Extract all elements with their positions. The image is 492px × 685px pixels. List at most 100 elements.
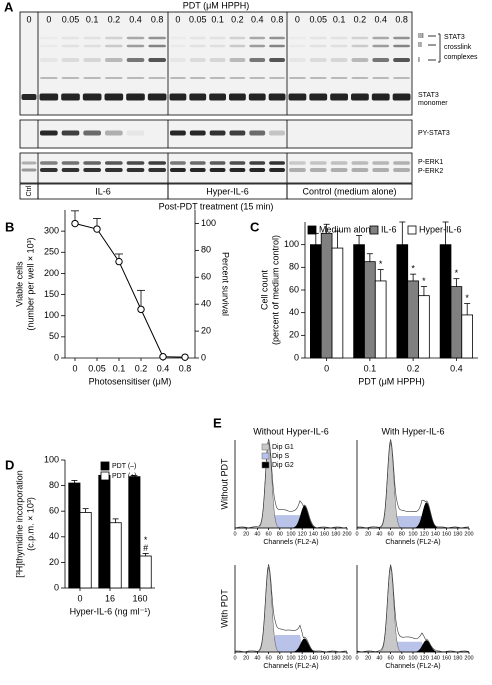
hist-x-tick-label: 20 — [365, 655, 371, 661]
hist-x-tick-label: 100 — [408, 655, 417, 661]
lane-label: 0.4 — [129, 14, 142, 24]
legend-swatch — [369, 225, 379, 235]
bar — [450, 286, 463, 359]
hist-x-tick-label: 120 — [420, 531, 429, 537]
blot-band — [249, 130, 266, 136]
ctrl-label: Ctrl — [26, 185, 33, 196]
blot-band — [61, 58, 80, 62]
bar — [79, 512, 92, 589]
x-tick-label: 0.1 — [113, 363, 126, 373]
blot-band — [209, 93, 226, 101]
complex-text: complexes — [444, 54, 478, 61]
hist-x-tick-label: 80 — [277, 531, 283, 537]
legend-label: PDT (–) — [112, 463, 136, 470]
monomer-label: monomer — [418, 100, 448, 107]
blot-band — [393, 161, 410, 165]
blot-band — [126, 77, 145, 79]
blot-band — [289, 37, 306, 40]
lane-label: 0 — [295, 14, 300, 24]
y2-tick-label: 0 — [201, 352, 206, 362]
blot-band — [229, 44, 246, 48]
blot-band — [309, 36, 327, 40]
blot-band — [269, 44, 285, 48]
blot-band — [105, 161, 123, 165]
hist-x-tick-label: 40 — [254, 531, 260, 537]
blot-band — [393, 168, 410, 172]
column-title: Without Hyper-IL-6 — [253, 426, 329, 436]
y-tick-label: 150 — [44, 289, 59, 299]
blot-band — [126, 168, 145, 172]
blot-band — [189, 168, 206, 172]
lane-label: 0.2 — [231, 14, 244, 24]
blot-band — [189, 44, 206, 48]
hist-outline — [356, 439, 470, 529]
y-tick-label: 250 — [44, 247, 59, 257]
blot-band — [229, 58, 246, 62]
y-tick-label: 0 — [54, 582, 59, 592]
blot-band — [126, 161, 145, 165]
hist-x-tick-label: 100 — [286, 655, 295, 661]
erk-label: P-ERK2 — [418, 168, 443, 175]
blot-band — [40, 45, 58, 48]
blot-band — [83, 168, 101, 172]
significance-marker: * — [411, 264, 415, 274]
blot-band — [105, 36, 123, 40]
legend-swatch — [261, 461, 270, 469]
bar — [139, 555, 152, 589]
blot-band — [330, 44, 348, 48]
significance-marker: * — [455, 268, 459, 278]
legend-label: Medium alone — [319, 224, 376, 234]
y-tick-label: 100 — [44, 310, 59, 320]
y2-tick-label: 60 — [201, 272, 211, 282]
blot-band — [209, 161, 226, 165]
blot-band — [289, 58, 306, 62]
x-axis-title: PDT (μM HPPH) — [358, 376, 425, 386]
blot-band — [209, 168, 226, 172]
blot-band — [126, 93, 145, 101]
blot-band — [126, 58, 145, 62]
data-point — [71, 219, 79, 228]
legend-label: Dip S — [272, 453, 289, 460]
bar — [461, 314, 473, 359]
y-tick-label: 20 — [289, 330, 299, 340]
y-axis-title: Cell count — [259, 269, 269, 310]
y-tick-label: 60 — [289, 284, 299, 294]
y2-tick-label: 40 — [201, 299, 211, 309]
x-tick-label: 0 — [72, 363, 77, 373]
bar — [128, 476, 141, 589]
legend-swatch — [100, 471, 110, 481]
legend-label: PDT (+) — [112, 473, 137, 480]
row-title: Without PDT — [219, 458, 229, 510]
blot-band — [169, 93, 187, 101]
y2-axis-title: Percent survival — [221, 252, 231, 316]
x-tick-label: 0.2 — [135, 363, 148, 373]
y2-tick-label: 20 — [201, 325, 211, 335]
x-tick-label: 0.8 — [179, 363, 192, 373]
blot-band — [126, 44, 145, 48]
blot-band — [289, 45, 306, 48]
panel-letter: C — [250, 219, 260, 234]
blot-band — [309, 77, 327, 79]
hist-x-tick-label: 40 — [376, 655, 382, 661]
hist-x-tick-label: 180 — [331, 655, 340, 661]
blot-band — [40, 37, 58, 40]
lane-label: 0.8 — [271, 14, 284, 24]
bar — [68, 482, 81, 589]
blot-band — [289, 161, 306, 165]
blot-band — [83, 77, 101, 79]
blot-band — [372, 36, 390, 40]
blot-band — [229, 161, 246, 165]
lane-label: 0 — [46, 14, 51, 24]
hist-x-title: Channels (FL2-A) — [263, 539, 318, 546]
hist-x-tick-label: 100 — [408, 531, 417, 537]
blot-band — [148, 36, 166, 40]
py-label: PY-STAT3 — [418, 130, 450, 137]
blot-band — [268, 93, 286, 101]
bar — [418, 295, 430, 359]
y-tick-label: 300 — [44, 226, 59, 236]
blot-band — [269, 77, 285, 79]
blot-band — [289, 168, 306, 172]
blot-band — [39, 93, 59, 101]
blot-band — [148, 168, 166, 172]
complex-label: III — [418, 33, 424, 40]
